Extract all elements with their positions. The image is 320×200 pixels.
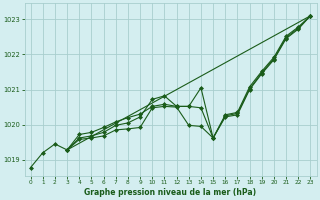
X-axis label: Graphe pression niveau de la mer (hPa): Graphe pression niveau de la mer (hPa) xyxy=(84,188,257,197)
